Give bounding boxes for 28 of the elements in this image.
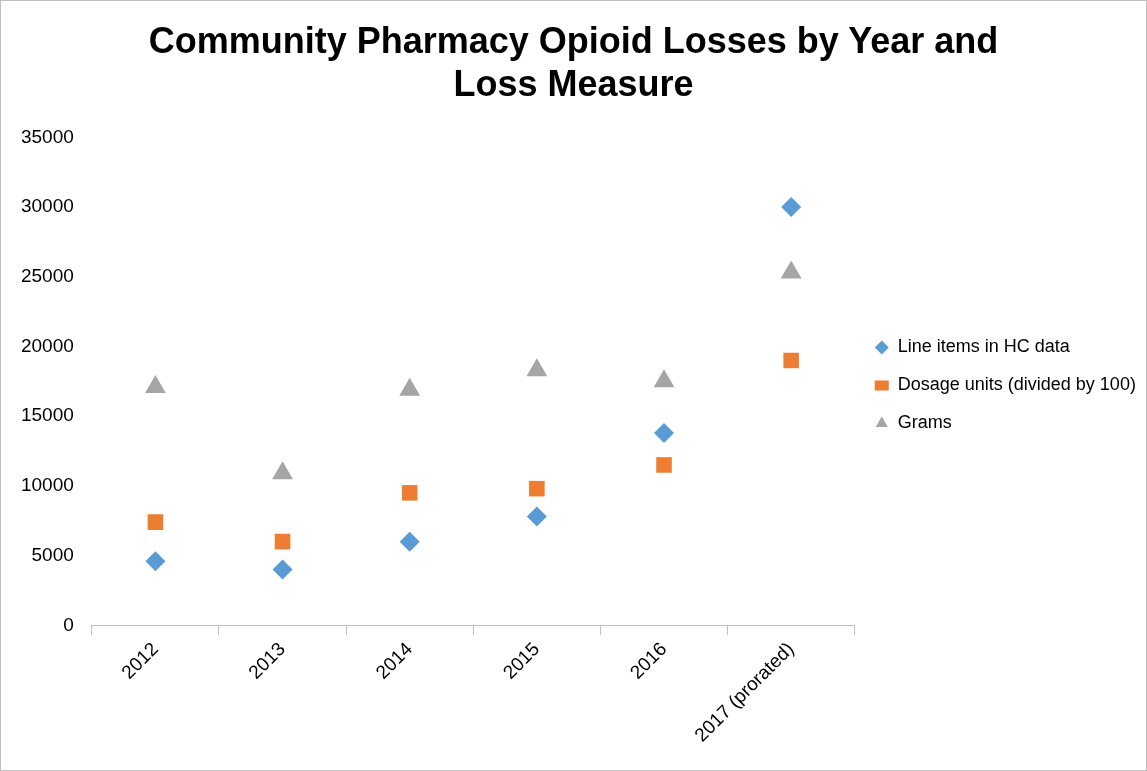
- point: [399, 531, 420, 552]
- point: [401, 485, 418, 501]
- point: [147, 514, 164, 530]
- legend-label: Grams: [897, 412, 952, 433]
- y-tick-label: 25000: [20, 265, 74, 287]
- y-tick-label: 20000: [20, 334, 74, 356]
- point: [274, 533, 291, 550]
- chart-title: Community Pharmacy Opioid Losses by Year and Loss Measure: [148, 19, 999, 104]
- point: [399, 377, 421, 396]
- y-tick-label: 0: [63, 613, 74, 635]
- point: [780, 260, 802, 279]
- point: [656, 457, 672, 473]
- point: [653, 369, 675, 388]
- y-tick-label: 35000: [20, 125, 74, 147]
- y-tick-label: 30000: [20, 195, 74, 217]
- y-tick-label: 15000: [20, 404, 74, 426]
- legend-label: Dosage units (divided by 100): [897, 374, 1136, 395]
- point: [272, 559, 293, 580]
- point: [529, 480, 545, 497]
- y-tick-label: 10000: [20, 474, 74, 496]
- point: [145, 374, 166, 393]
- point: [654, 422, 675, 443]
- point: [526, 506, 547, 527]
- y-tick-label: 5000: [31, 543, 74, 565]
- legend-label: Line items in HC data: [897, 336, 1071, 357]
- point: [526, 358, 548, 377]
- point: [272, 461, 293, 480]
- point: [145, 551, 166, 572]
